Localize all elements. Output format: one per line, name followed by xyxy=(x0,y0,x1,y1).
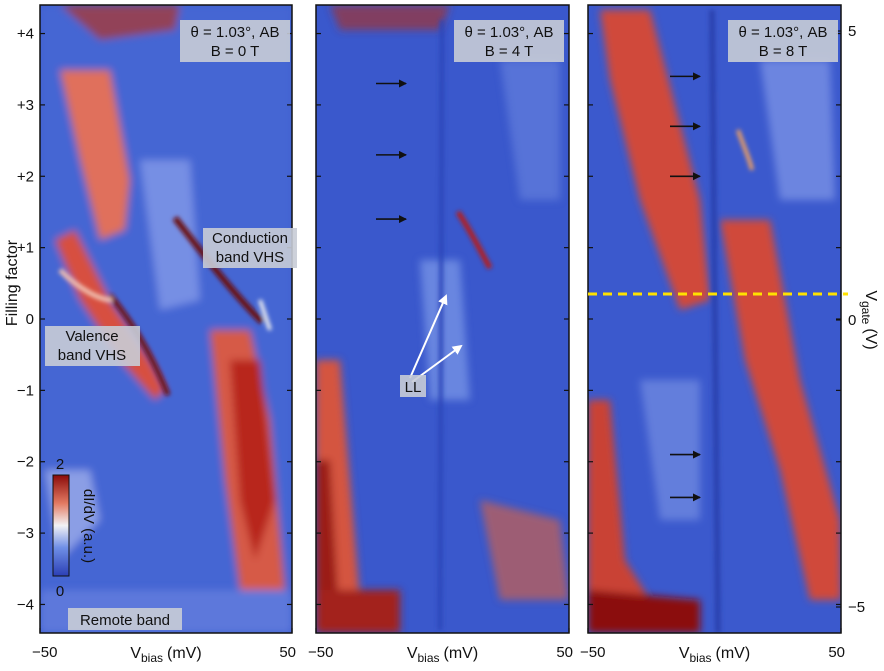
x-axis-ticks: −50 50 −50 50 −50 50 xyxy=(32,628,845,661)
x-tick-label: 50 xyxy=(556,644,573,661)
annotation-valence-vhs: Valence band VHS xyxy=(45,326,140,366)
panel-condition-box-0: θ = 1.03°, AB B = 0 T xyxy=(180,20,290,62)
condition-theta: θ = 1.03°, AB xyxy=(465,24,554,41)
y-right-label-sub: gate xyxy=(859,301,873,325)
y-left-tick-label: −4 xyxy=(17,596,34,613)
x-label-main: V xyxy=(130,645,141,662)
panel-condition-boxes: θ = 1.03°, AB B = 0 T θ = 1.03°, AB B = 4 T… xyxy=(180,20,838,62)
panel-b4 xyxy=(315,4,570,634)
x-label-unit: (mV) xyxy=(167,645,202,662)
y-right-tick-label: −5 xyxy=(848,599,865,616)
x-label-sub: bias xyxy=(418,651,440,665)
x-tick-label: −50 xyxy=(32,644,57,661)
panel-b4-lines xyxy=(438,19,493,631)
ll-label: LL xyxy=(405,379,422,396)
annotation-conduction-vhs: Conduction band VHS xyxy=(203,228,297,268)
condition-box-bg xyxy=(180,20,290,62)
x-tick-label: 50 xyxy=(828,644,845,661)
y-left-tick-label: −1 xyxy=(17,382,34,399)
colorbar-min-label: 0 xyxy=(56,583,64,600)
annotation-valence-line1: Valence xyxy=(65,328,118,345)
x-label-unit: (mV) xyxy=(716,645,751,662)
left-axis-ticks: +4 +3 +2 +1 0 −1 −2 −3 −4 xyxy=(17,26,841,613)
x-axis-labels: Vbias (mV) Vbias (mV) Vbias (mV) xyxy=(130,645,750,665)
ll-arrow-1 xyxy=(409,294,448,379)
x-label-main: V xyxy=(407,645,418,662)
condition-field: B = 4 T xyxy=(485,43,534,60)
y-right-label-unit: (V) xyxy=(862,328,879,349)
y-left-tick-label: −3 xyxy=(17,525,34,542)
y-left-tick-label: +2 xyxy=(17,168,34,185)
x-axis-label: Vbias (mV) xyxy=(130,645,201,665)
panel-b0 xyxy=(39,4,293,634)
annotation-conduction-line1: Conduction xyxy=(212,230,288,247)
y-left-tick-label: 0 xyxy=(26,311,34,328)
x-tick-label: −50 xyxy=(308,644,333,661)
y-right-tick-label: 5 xyxy=(848,23,856,40)
x-axis-label: Vbias (mV) xyxy=(679,645,750,665)
x-tick-label: −50 xyxy=(580,644,605,661)
svg-text:Vgate(V): Vgate (V) xyxy=(859,290,879,349)
condition-field: B = 0 T xyxy=(211,43,260,60)
y-left-tick-label: −2 xyxy=(17,454,34,471)
condition-field: B = 8 T xyxy=(759,43,808,60)
colorbar: 2 0 dI/dV (a.u.) xyxy=(52,456,97,600)
panel-b0-vhs-lines xyxy=(58,216,272,396)
annotation-remote-label: Remote band xyxy=(80,612,170,629)
x-label-sub: bias xyxy=(690,651,712,665)
y-left-tick-label: +3 xyxy=(17,97,34,114)
colorbar-max-label: 2 xyxy=(56,456,64,473)
x-tick-label: 50 xyxy=(279,644,296,661)
y-left-tick-label: +1 xyxy=(17,240,34,257)
panel-b4-heatmap-features xyxy=(316,5,569,633)
colorbar-title: dI/dV (a.u.) xyxy=(80,489,97,563)
annotation-conduction-line2: band VHS xyxy=(216,249,284,266)
panel-condition-box-2: θ = 1.03°, AB B = 8 T xyxy=(728,20,838,62)
colorbar-bar xyxy=(52,474,70,577)
y-left-tick-label: +4 xyxy=(17,26,34,43)
level-arrows xyxy=(376,72,701,502)
x-axis-label: Vbias (mV) xyxy=(407,645,478,665)
panel-b8-heatmap-features xyxy=(588,10,841,633)
panel-b8 xyxy=(587,4,842,634)
y-right-tick-label: 0 xyxy=(848,312,856,329)
condition-box-bg xyxy=(454,20,564,62)
panel-condition-box-1: θ = 1.03°, AB B = 4 T xyxy=(454,20,564,62)
x-label-sub: bias xyxy=(141,651,163,665)
right-axis-ticks: 5 0 −5 xyxy=(836,23,865,616)
x-label-main: V xyxy=(679,645,690,662)
y-right-label-main: V xyxy=(862,290,879,301)
y-right-axis-label: Vgate (V) xyxy=(859,290,879,349)
annotation-ll: LL xyxy=(400,294,463,397)
annotation-remote-band: Remote band xyxy=(68,608,182,630)
panel-b0-heatmap-features xyxy=(40,5,292,633)
y-left-axis-label: Filling factor xyxy=(4,239,21,326)
condition-box-bg xyxy=(728,20,838,62)
annotation-valence-line2: band VHS xyxy=(58,347,126,364)
panel-b8-lines xyxy=(709,9,754,633)
x-label-unit: (mV) xyxy=(444,645,479,662)
condition-theta: θ = 1.03°, AB xyxy=(191,24,280,41)
condition-theta: θ = 1.03°, AB xyxy=(739,24,828,41)
